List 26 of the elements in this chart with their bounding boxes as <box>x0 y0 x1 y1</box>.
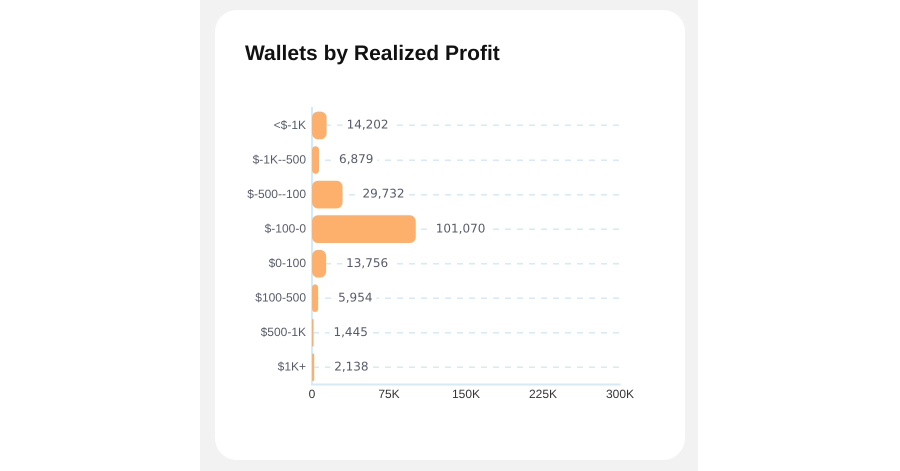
chart-title: Wallets by Realized Profit <box>245 42 500 66</box>
y-tick-label: $100-500 <box>255 290 306 305</box>
x-tick-label: 300K <box>606 387 634 402</box>
x-tick-label: 150K <box>452 387 480 402</box>
data-label: 2,138 <box>334 359 369 374</box>
x-tick-label: 225K <box>528 387 558 402</box>
y-tick-label: $1K+ <box>278 360 306 374</box>
y-tick-label: <$-1K <box>274 118 306 132</box>
data-label: 29,732 <box>362 186 405 201</box>
bar <box>312 284 318 312</box>
bar <box>312 180 343 208</box>
y-tick-label: $0-100 <box>268 256 306 270</box>
y-tick-label: $-500--100 <box>247 186 306 201</box>
data-label: 14,202 <box>346 118 389 132</box>
data-label: 101,070 <box>436 221 486 236</box>
y-tick-label: $-1K--500 <box>252 152 306 166</box>
data-label: 1,445 <box>333 324 368 339</box>
data-label: 6,879 <box>339 152 374 166</box>
y-tick-label: $-100-0 <box>264 221 306 236</box>
data-label: 5,954 <box>338 290 372 304</box>
x-tick-label: 0 <box>308 387 316 402</box>
bar <box>312 215 416 243</box>
data-label: 13,756 <box>346 256 388 270</box>
x-tick-label: 75K <box>378 387 400 402</box>
y-tick-label: $500-1K <box>260 325 306 340</box>
bar <box>312 146 320 174</box>
